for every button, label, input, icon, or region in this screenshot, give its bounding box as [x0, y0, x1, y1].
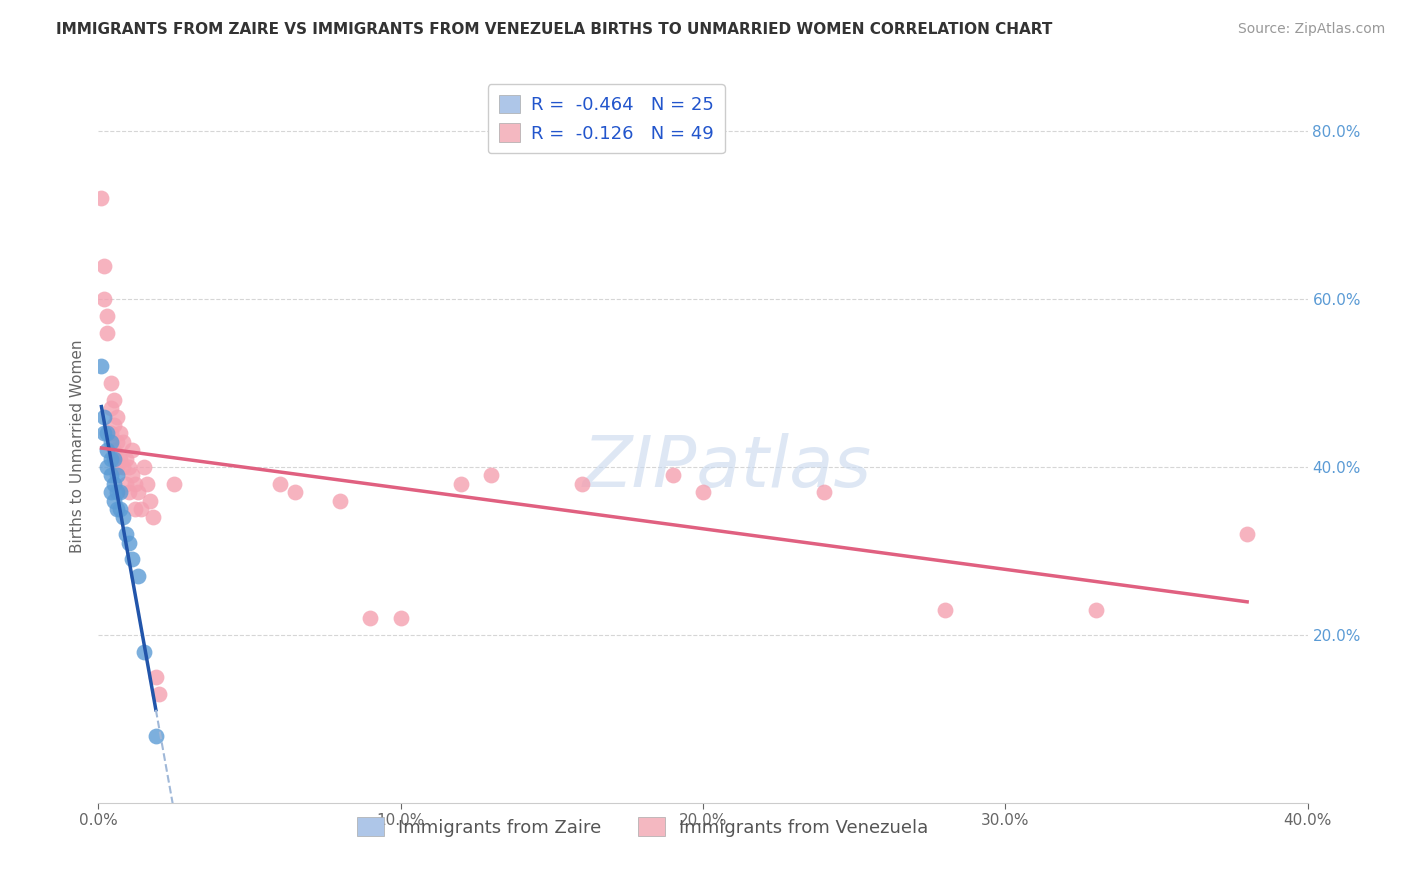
Point: [127, 485, 149, 500]
Point: [100, 434, 122, 449]
Point: [100, 468, 122, 483]
Point: [142, 510, 165, 524]
Point: [90, 191, 112, 205]
Point: [103, 417, 125, 432]
Point: [108, 502, 131, 516]
Text: Source: ZipAtlas.com: Source: ZipAtlas.com: [1237, 22, 1385, 37]
Point: [100, 401, 122, 416]
Point: [121, 443, 143, 458]
Point: [96, 326, 118, 340]
Point: [934, 603, 956, 617]
Point: [108, 451, 131, 466]
Point: [105, 485, 128, 500]
Point: [124, 502, 146, 516]
Y-axis label: Births to Unmarried Women: Births to Unmarried Women: [69, 339, 84, 553]
Point: [105, 434, 128, 449]
Text: ZIPatlas: ZIPatlas: [582, 433, 872, 502]
Point: [103, 392, 125, 407]
Point: [118, 485, 141, 500]
Point: [111, 434, 134, 449]
Point: [105, 409, 128, 424]
Point: [103, 476, 125, 491]
Point: [114, 451, 136, 466]
Legend: Immigrants from Zaire, Immigrants from Venezuela: Immigrants from Zaire, Immigrants from V…: [350, 810, 935, 844]
Point: [661, 468, 683, 483]
Point: [163, 476, 186, 491]
Point: [103, 493, 125, 508]
Point: [269, 476, 291, 491]
Point: [103, 451, 125, 466]
Point: [571, 476, 593, 491]
Point: [105, 502, 128, 516]
Point: [96, 443, 118, 458]
Point: [1236, 527, 1258, 541]
Point: [132, 460, 155, 475]
Point: [118, 535, 141, 549]
Point: [93, 259, 115, 273]
Point: [145, 670, 167, 684]
Point: [105, 460, 128, 475]
Point: [111, 460, 134, 475]
Point: [389, 611, 412, 625]
Point: [114, 476, 136, 491]
Point: [100, 485, 122, 500]
Point: [139, 493, 162, 508]
Point: [129, 502, 152, 516]
Point: [135, 476, 157, 491]
Text: IMMIGRANTS FROM ZAIRE VS IMMIGRANTS FROM VENEZUELA BIRTHS TO UNMARRIED WOMEN COR: IMMIGRANTS FROM ZAIRE VS IMMIGRANTS FROM…: [56, 22, 1053, 37]
Point: [108, 426, 131, 441]
Point: [329, 493, 352, 508]
Point: [1085, 603, 1108, 617]
Point: [114, 527, 136, 541]
Point: [450, 476, 472, 491]
Point: [100, 451, 122, 466]
Point: [132, 645, 155, 659]
Point: [111, 510, 134, 524]
Point: [813, 485, 835, 500]
Point: [148, 687, 170, 701]
Point: [96, 309, 118, 323]
Point: [360, 611, 382, 625]
Point: [93, 292, 115, 306]
Point: [100, 426, 122, 441]
Point: [90, 359, 112, 374]
Point: [121, 468, 143, 483]
Point: [284, 485, 307, 500]
Point: [692, 485, 714, 500]
Point: [124, 476, 146, 491]
Point: [127, 569, 149, 583]
Point: [118, 460, 141, 475]
Point: [481, 468, 503, 483]
Point: [121, 552, 143, 566]
Point: [108, 485, 131, 500]
Point: [96, 426, 118, 441]
Point: [105, 468, 128, 483]
Point: [93, 426, 115, 441]
Point: [103, 443, 125, 458]
Point: [145, 729, 167, 743]
Point: [96, 460, 118, 475]
Point: [100, 376, 122, 390]
Point: [93, 409, 115, 424]
